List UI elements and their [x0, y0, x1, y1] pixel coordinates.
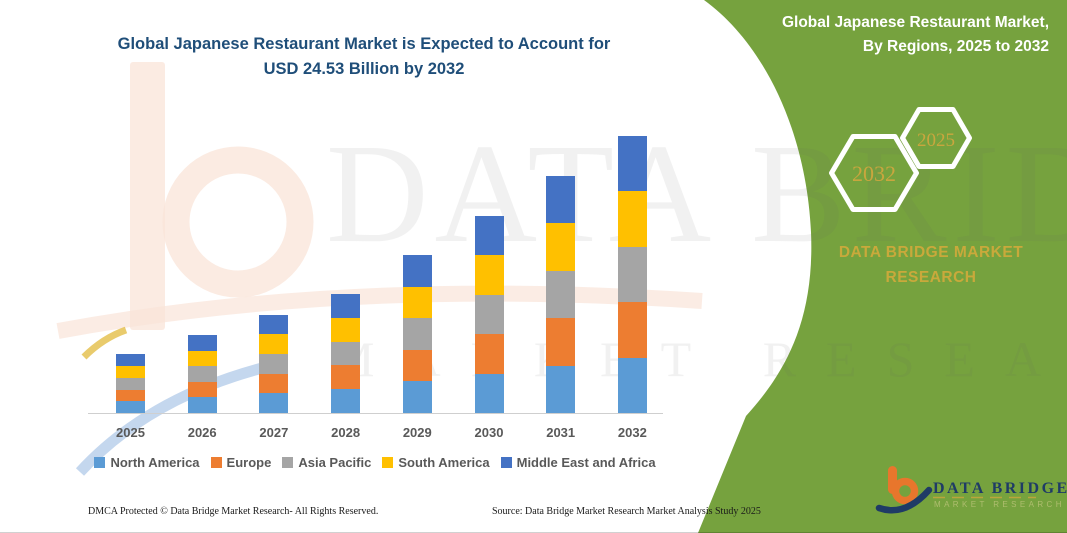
bar-segment-europe-2030: [474, 334, 504, 374]
bar-segment-europe-2025: [116, 389, 145, 402]
watermark-text-row2: MARKET RESEARCH: [330, 331, 1067, 387]
hexagon-2025-label: 2025: [917, 130, 955, 151]
legend-swatch: [382, 457, 394, 468]
green-panel-fill: [698, 0, 1067, 533]
legend-label: South America: [398, 455, 490, 470]
watermark-swoosh-blue: [75, 360, 272, 476]
legend-item-south-america: South America: [382, 455, 490, 470]
bar-segment-south-america-2031: [546, 223, 576, 271]
bar-segment-asia-pacific-2027: [259, 354, 289, 374]
hexagon-2025: [900, 107, 972, 169]
panel-title: Global Japanese Restaurant Market, By Re…: [709, 11, 1049, 59]
chart-legend: North America Europe Asia Pacific South Ame…: [80, 455, 670, 470]
legend-item-north-america: North America: [94, 455, 200, 470]
brand-name-line1: DATA BRIDGE MARKET: [838, 244, 1024, 261]
x-axis-label-2030: 2030: [474, 425, 504, 440]
x-axis-label-2028: 2028: [331, 425, 361, 440]
legend-swatch: [500, 457, 512, 468]
bar-segment-north-america-2026: [187, 397, 217, 413]
bar-segment-middle-east-and-africa-2028: [331, 293, 361, 318]
x-axis-label-2027: 2027: [259, 425, 289, 440]
x-axis-label-2025: 2025: [116, 425, 145, 440]
bar-segment-asia-pacific-2030: [474, 294, 504, 335]
bar-segment-middle-east-and-africa-2032: [617, 136, 647, 192]
bar-segment-asia-pacific-2025: [116, 377, 145, 390]
bar-segment-asia-pacific-2029: [402, 318, 432, 350]
bar-segment-north-america-2029: [402, 381, 432, 413]
watermark-b-stem: [130, 62, 165, 330]
legend-swatch: [94, 457, 106, 468]
legend-swatch: [282, 457, 294, 468]
bar-segment-asia-pacific-2031: [546, 270, 576, 319]
bar-segment-middle-east-and-africa-2025: [116, 354, 145, 367]
bar-segment-north-america-2028: [331, 389, 361, 413]
x-axis-label-2026: 2026: [187, 425, 217, 440]
legend-item-europe: Europe: [210, 455, 272, 470]
panel-title-line1: Global Japanese Restaurant Market,: [781, 14, 1049, 31]
bar-segment-asia-pacific-2028: [331, 341, 361, 366]
bar-segment-europe-2031: [546, 318, 576, 366]
bar-segment-south-america-2030: [474, 255, 504, 295]
bar-segment-europe-2026: [187, 381, 217, 398]
hexagon-2032: [829, 134, 919, 212]
bar-segment-north-america-2030: [474, 373, 504, 413]
x-axis-line: [88, 413, 663, 414]
legend-label: Asia Pacific: [298, 455, 372, 470]
bar-segment-north-america-2032: [617, 357, 647, 413]
bar-segment-south-america-2026: [187, 350, 217, 367]
logo-subtext: MARKET RESEARCH: [934, 500, 1065, 509]
panel-title-line2: By Regions, 2025 to 2032: [862, 38, 1049, 56]
x-axis-label-2029: 2029: [402, 425, 432, 440]
bar-segment-europe-2032: [617, 302, 647, 358]
chart-title: Global Japanese Restaurant Market is Exp…: [58, 32, 670, 82]
bar-segment-middle-east-and-africa-2031: [546, 175, 576, 224]
legend-swatch: [210, 457, 222, 468]
watermark-b-bowl: [162, 146, 314, 298]
hexagon-2032-label: 2032: [852, 161, 896, 186]
bar-segment-north-america-2031: [546, 365, 576, 413]
legend-label: Europe: [226, 455, 272, 470]
bar-segment-south-america-2029: [402, 286, 432, 319]
brand-name-text: DATA BRIDGE MARKET RESEARCH: [800, 241, 1062, 291]
bar-segment-north-america-2025: [116, 401, 145, 413]
legend-label: North America: [110, 455, 200, 470]
x-axis-label-2032: 2032: [617, 425, 647, 440]
bar-segment-europe-2027: [259, 373, 289, 394]
bar-segment-middle-east-and-africa-2027: [259, 314, 289, 335]
watermark-swoosh-upper: [56, 285, 703, 339]
brand-name-line2: RESEARCH: [885, 268, 977, 286]
logo-b-bowl: [891, 477, 919, 505]
chart-title-line2: USD 24.53 Billion by 2032: [263, 59, 465, 78]
dmca-copyright-text: DMCA Protected © Data Bridge Market Rese…: [88, 506, 379, 517]
bar-segment-south-america-2028: [331, 317, 361, 342]
bar-segment-asia-pacific-2026: [187, 366, 217, 382]
bar-segment-europe-2028: [331, 365, 361, 390]
bar-segment-asia-pacific-2032: [617, 246, 647, 303]
legend-label: Middle East and Africa: [516, 455, 656, 470]
legend-item-asia-pacific: Asia Pacific: [282, 455, 371, 470]
bar-segment-south-america-2032: [617, 191, 647, 247]
watermark-swoosh-gold: [81, 326, 128, 360]
bar-segment-north-america-2027: [259, 393, 289, 413]
bar-segment-middle-east-and-africa-2026: [187, 335, 217, 351]
source-text: Source: Data Bridge Market Research Mark…: [492, 506, 761, 517]
bar-segment-middle-east-and-africa-2030: [474, 215, 504, 256]
bar-segment-south-america-2027: [259, 334, 289, 355]
bar-segment-middle-east-and-africa-2029: [402, 254, 432, 287]
bar-segment-europe-2029: [402, 349, 432, 382]
chart-title-line1: Global Japanese Restaurant Market is Exp…: [117, 35, 611, 53]
bar-segment-south-america-2025: [116, 366, 145, 378]
logo-swoosh: [875, 486, 933, 514]
x-axis-label-2031: 2031: [546, 425, 576, 440]
logo-wordmark-text: DATA BRIDGE: [933, 480, 1067, 497]
legend-item-middle-east-and-africa: Middle East and Africa: [500, 455, 656, 470]
